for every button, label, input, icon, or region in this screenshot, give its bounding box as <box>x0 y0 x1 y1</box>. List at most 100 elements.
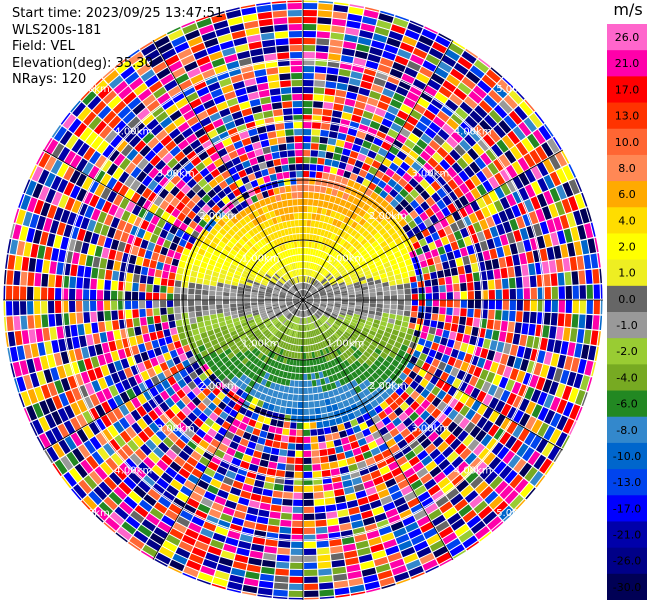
colorbar-tick-label: -17.0 <box>613 502 641 515</box>
range-ring-label: 5.00km <box>496 508 534 519</box>
colorbar-swatch <box>607 495 647 522</box>
colorbar-tick-label: -13.0 <box>613 476 641 489</box>
field-text: Field: VEL <box>12 39 75 54</box>
range-ring-label: 4.00km <box>454 126 492 137</box>
noise-gates <box>83 23 592 597</box>
ppi-plot: 1.00km 1.00km 1.00km 1.00km 2.00km 2.00km 2.00… <box>2 0 604 601</box>
colorbar-swatch <box>607 416 647 444</box>
noise-gates <box>9 59 560 562</box>
noise-gates <box>3 6 584 601</box>
colorbar-swatch <box>607 338 647 365</box>
colorbar-swatch <box>607 128 647 156</box>
colorbar-title: m/s <box>613 0 643 19</box>
range-ring-label: 3.00km <box>411 169 449 180</box>
range-ring-labels: 1.00km 1.00km 1.00km 1.00km 2.00km 2.00km 2.00… <box>72 84 534 519</box>
range-ring-label: 1.00km <box>326 254 364 265</box>
colorbar-tick-label: -30.0 <box>613 581 641 594</box>
colorbar-tick-label: -1.0 <box>616 319 637 332</box>
range-ring-label: 3.00km <box>157 423 195 434</box>
range-ring-label: 4.00km <box>114 466 152 477</box>
range-rings <box>2 0 604 601</box>
colorbar-swatch <box>607 259 647 287</box>
noise-gates <box>43 38 589 590</box>
signal-gates <box>176 316 415 367</box>
azimuth-spoke <box>302 149 563 301</box>
colorbar-swatch <box>607 154 647 182</box>
colorbar-tick-label: 8.0 <box>618 162 636 175</box>
colorbar-tick-label: 10.0 <box>615 136 640 149</box>
signal-gates <box>194 205 415 256</box>
range-ring-label: 2.00km <box>199 381 237 392</box>
colorbar-tick-label: 13.0 <box>615 110 640 123</box>
colorbar-swatch <box>607 469 647 496</box>
noise-gates <box>13 33 603 594</box>
colorbar-tick-label: -2.0 <box>616 345 637 358</box>
signal-gates <box>217 178 407 229</box>
colorbar-swatch <box>607 573 647 600</box>
colorbar-swatch <box>607 442 647 470</box>
colorbar-swatch <box>607 24 647 51</box>
colorbar-swatch <box>607 233 647 261</box>
colorbar-swatch <box>607 50 647 77</box>
colorbar-swatch <box>607 547 647 575</box>
instrument-text: WLS200s-181 <box>12 22 102 38</box>
colorbar-tick-label: -8.0 <box>616 424 637 437</box>
colorbar-tick-label: 26.0 <box>615 31 640 44</box>
noise-gates <box>4 3 602 585</box>
colorbar-swatch <box>607 312 647 339</box>
colorbar-tick-label: 4.0 <box>618 214 636 227</box>
colorbar-tick-label: -6.0 <box>616 398 637 411</box>
colorbar-tick-label: 17.0 <box>615 83 640 96</box>
colorbar-tick-label: -26.0 <box>613 555 641 568</box>
info-panel: Start time: 2023/09/25 13:47:51 WLS200s-… <box>12 6 223 89</box>
colorbar-tick-label: -10.0 <box>613 450 641 463</box>
colorbar-swatch <box>607 521 647 549</box>
colorbar: 26.0 21.0 17.0 13.0 10.0 8.0 6.0 4.0 2.0 1.0 0.0 -1… <box>607 24 647 600</box>
range-ring-label: 1.00km <box>326 338 364 349</box>
range-ring-label: 4.00km <box>114 126 152 137</box>
azimuth-spoke <box>302 299 563 451</box>
colorbar-tick-label: -21.0 <box>613 528 641 541</box>
range-ring-label: 2.00km <box>369 381 407 392</box>
azimuth-spoke <box>302 39 454 301</box>
signal-gates <box>175 312 410 342</box>
colorbar-tick-label: 6.0 <box>618 188 636 201</box>
colorbar-swatch <box>607 364 647 392</box>
noise-gates <box>3 0 597 581</box>
colorbar-tick-label: 21.0 <box>615 57 640 70</box>
range-ring-label: 2.00km <box>199 211 237 222</box>
colorbar-swatch <box>607 390 647 418</box>
colorbar-swatch <box>607 285 647 313</box>
range-ring-label: 5.00km <box>72 84 110 95</box>
start-time-text: Start time: 2023/09/25 13:47:51 <box>12 6 224 21</box>
colorbar-tick-label: 2.0 <box>618 240 636 253</box>
signal-gates <box>194 344 412 394</box>
signal-gates <box>175 259 416 288</box>
colorbar-tick-label: 1.0 <box>618 267 636 280</box>
azimuth-spoke <box>42 149 304 301</box>
nrays-text: NRays: 120 <box>12 72 87 87</box>
range-ring-label: 3.00km <box>411 423 449 434</box>
colorbar-swatch <box>607 102 647 130</box>
azimuth-spoke <box>42 299 304 451</box>
signal-gates <box>231 371 399 421</box>
range-ring-label: 2.00km <box>369 211 407 222</box>
noise-gates <box>6 1 603 596</box>
colorbar-swatch <box>607 76 647 104</box>
colorbar-swatch <box>607 207 647 234</box>
colorbar-tick-label: -4.0 <box>616 371 637 384</box>
colorbar-tick-label: 0.0 <box>618 293 636 306</box>
range-ring-label: 1.00km <box>242 338 280 349</box>
range-ring-label: 3.00km <box>157 169 195 180</box>
range-ring-label: 1.00km <box>242 254 280 265</box>
azimuth-spoke <box>152 39 304 301</box>
signal-gates <box>174 280 411 329</box>
azimuth-spoke <box>152 299 304 560</box>
signal-gates <box>174 273 411 320</box>
range-ring-label: 5.00km <box>72 508 110 519</box>
signal-region <box>174 172 416 429</box>
range-ring-label: 4.00km <box>454 466 492 477</box>
signal-gates <box>267 398 374 429</box>
elevation-text: Elevation(deg): 35.30 <box>12 55 153 71</box>
azimuth-spoke <box>302 299 454 560</box>
